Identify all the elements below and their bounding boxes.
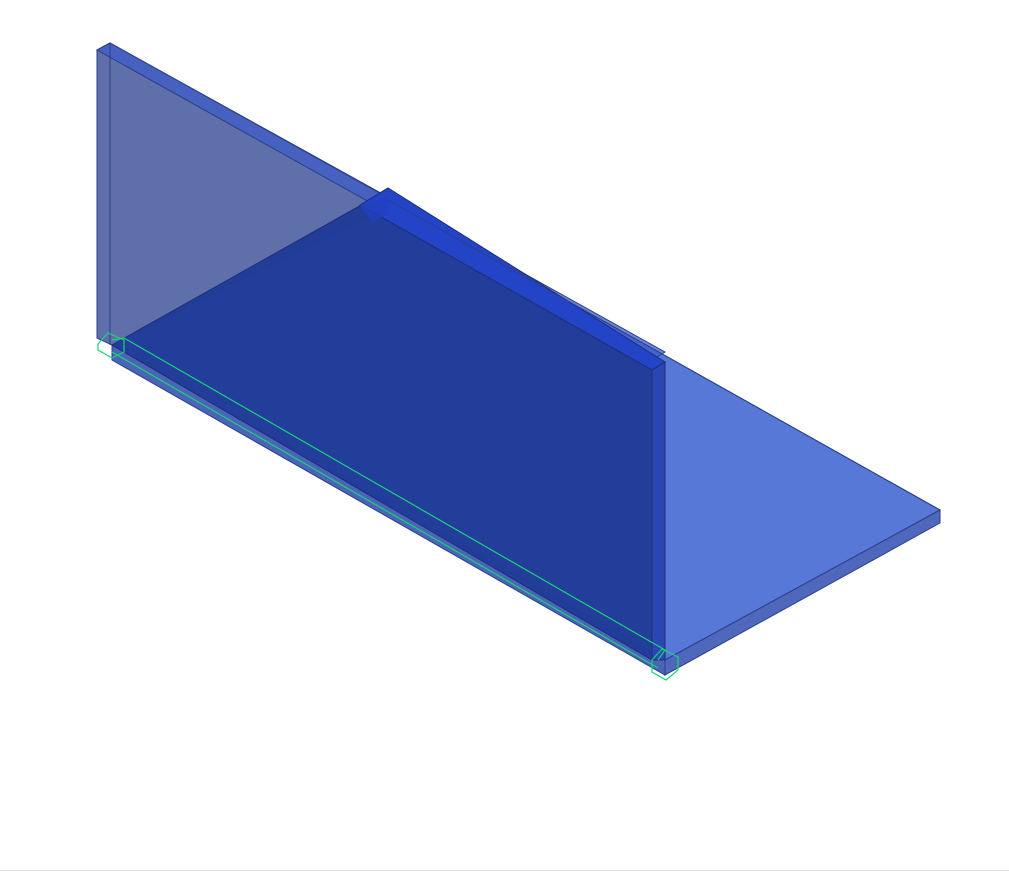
weld-start-marker[interactable]	[97, 332, 125, 359]
weld-end-marker[interactable]	[651, 648, 679, 681]
plate-overlap-region	[360, 197, 388, 222]
selected-weld-edge-lower[interactable]	[111, 351, 659, 669]
middle-vertical-plate-side-edge[interactable]	[651, 361, 666, 661]
base-plate-inner-edge	[387, 199, 941, 511]
viewport-bottom-border	[0, 870, 1009, 871]
selected-weld-edge[interactable]	[111, 337, 666, 661]
base-plate-right-side[interactable]	[664, 509, 941, 676]
